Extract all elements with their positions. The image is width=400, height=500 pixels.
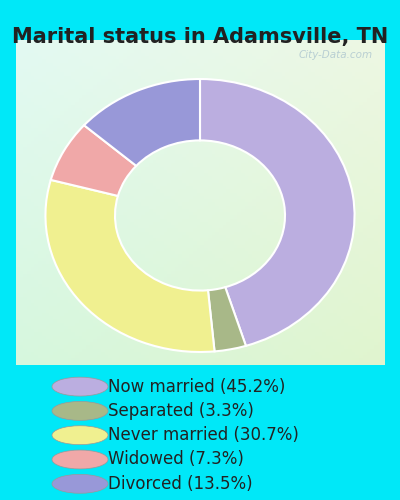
Text: Separated (3.3%): Separated (3.3%) xyxy=(108,402,254,420)
Wedge shape xyxy=(84,79,200,166)
Circle shape xyxy=(52,377,108,396)
Text: City-Data.com: City-Data.com xyxy=(299,50,373,59)
Circle shape xyxy=(52,474,108,493)
Circle shape xyxy=(52,402,108,420)
Text: Widowed (7.3%): Widowed (7.3%) xyxy=(108,450,244,468)
Text: Never married (30.7%): Never married (30.7%) xyxy=(108,426,299,444)
Text: Marital status in Adamsville, TN: Marital status in Adamsville, TN xyxy=(12,28,388,48)
Wedge shape xyxy=(200,79,354,346)
Wedge shape xyxy=(46,180,214,352)
Text: Now married (45.2%): Now married (45.2%) xyxy=(108,378,285,396)
Wedge shape xyxy=(208,287,246,352)
Circle shape xyxy=(52,450,108,469)
Text: Divorced (13.5%): Divorced (13.5%) xyxy=(108,475,253,493)
Circle shape xyxy=(52,426,108,444)
Wedge shape xyxy=(51,125,136,196)
